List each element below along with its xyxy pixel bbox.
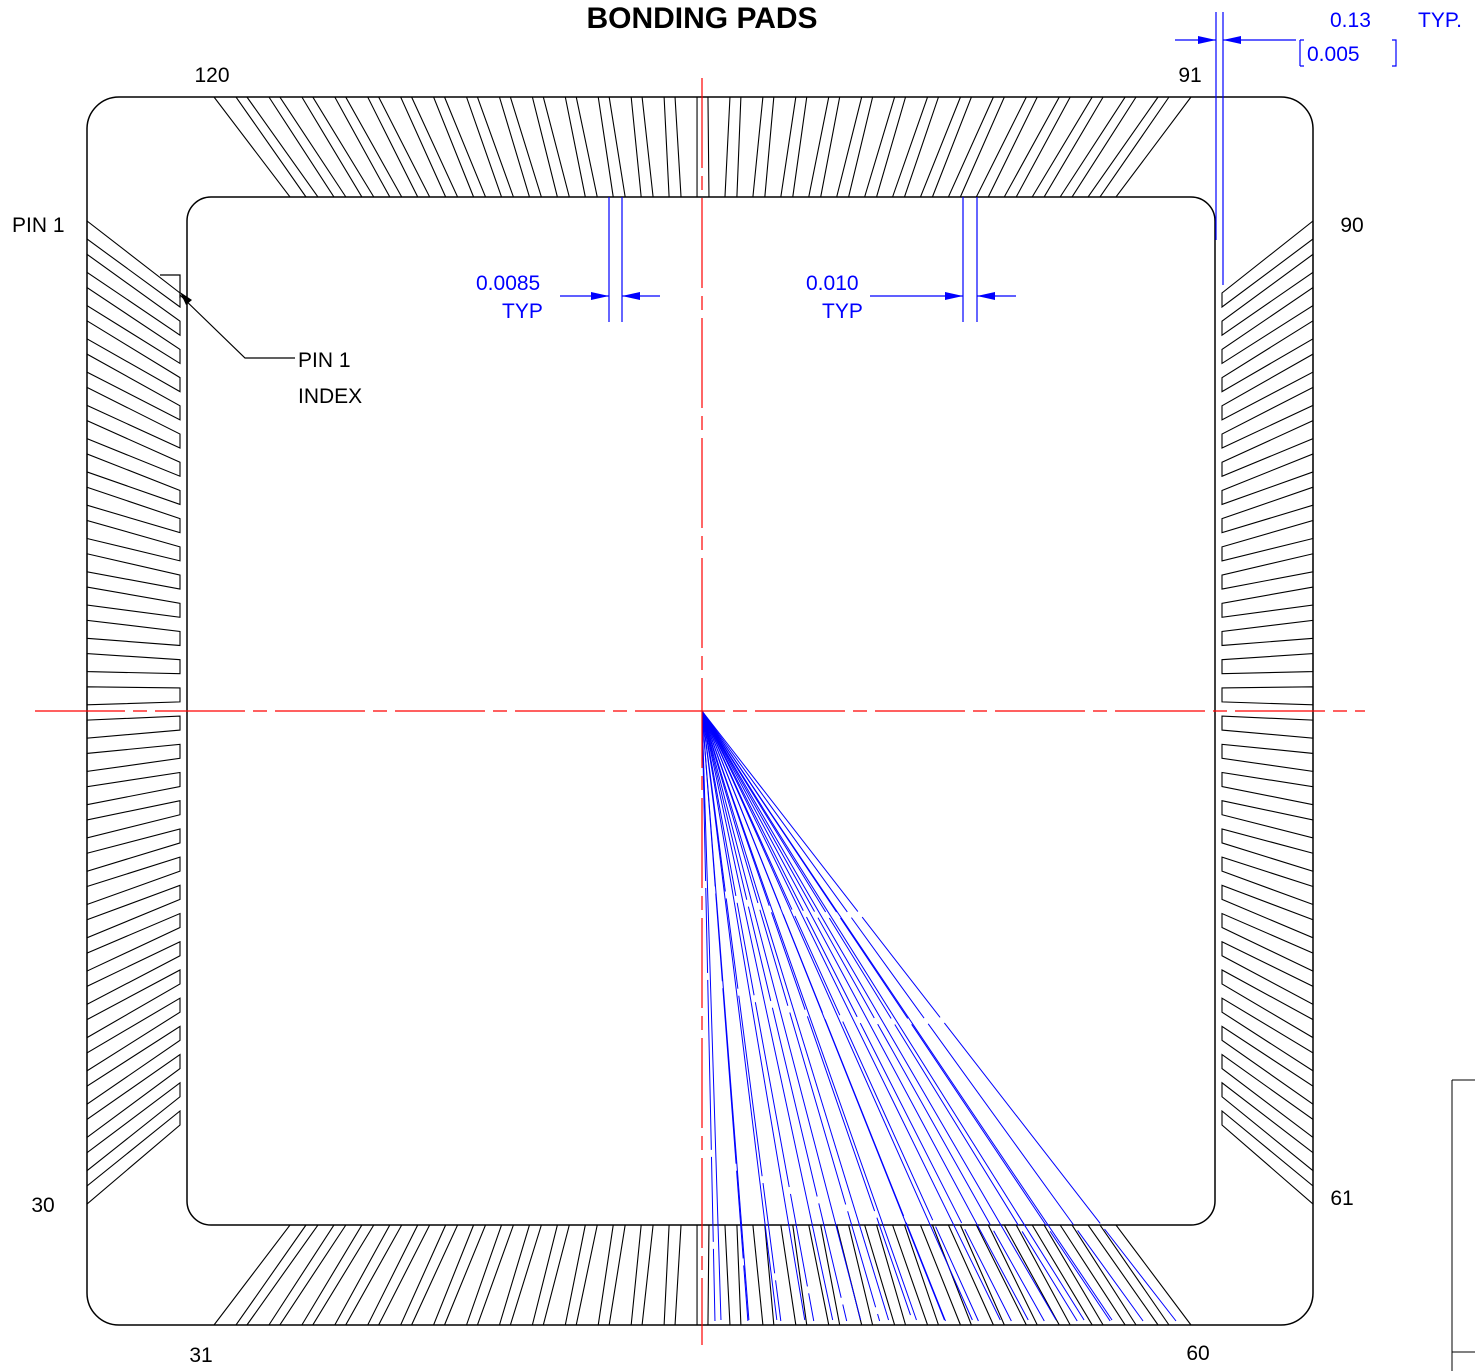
- dimension-pad-b: [870, 197, 1016, 322]
- bond-wire: [701, 710, 1078, 1322]
- dimension-lead: [1175, 12, 1397, 285]
- pad: [707, 96, 731, 198]
- bond-wire: [701, 710, 890, 1321]
- bond-wire: [701, 710, 750, 1321]
- bond-wire: [701, 710, 1029, 1321]
- pad: [736, 96, 764, 198]
- bond-wire: [701, 710, 848, 1322]
- pads: [86, 96, 1314, 1326]
- title: BONDING PADS: [586, 2, 817, 35]
- arrow: [1223, 36, 1241, 44]
- pad: [1221, 686, 1314, 706]
- pad: [86, 715, 181, 739]
- pad: [86, 586, 181, 618]
- pin-label: 31: [189, 1344, 212, 1367]
- index-notch: [160, 274, 181, 298]
- pad: [86, 743, 181, 773]
- index-arrow: [180, 292, 192, 305]
- bond-wire: [701, 710, 945, 1321]
- bond-wire: [701, 710, 782, 1322]
- dim-alt: 0.005: [1307, 43, 1360, 66]
- bond-wire: [701, 710, 1045, 1322]
- arrow: [622, 292, 640, 300]
- dim-value: 0.010: [806, 272, 859, 295]
- pad: [608, 96, 642, 198]
- pad: [764, 96, 797, 198]
- bond-wire: [701, 710, 862, 1321]
- bond-wire: [701, 710, 1113, 1321]
- bond-wire: [701, 710, 1012, 1322]
- bond-wire: [701, 710, 834, 1321]
- pad: [86, 686, 181, 706]
- bond-wire: [701, 710, 806, 1321]
- arrow: [591, 292, 609, 300]
- dim-note: TYP: [502, 300, 543, 323]
- index-label: INDEX: [298, 385, 362, 408]
- pad: [641, 96, 670, 198]
- pad: [86, 553, 181, 590]
- pad: [1221, 715, 1314, 739]
- pad: [86, 771, 181, 806]
- pad: [608, 1224, 642, 1326]
- pin-label: 91: [1178, 64, 1201, 87]
- pad: [1221, 771, 1314, 806]
- pad: [736, 1224, 764, 1326]
- pin-label: 120: [194, 64, 229, 87]
- bond-wire: [701, 710, 917, 1321]
- pad: [674, 96, 698, 198]
- index-label: PIN 1: [298, 349, 351, 372]
- bond-wire: [701, 710, 973, 1321]
- bond-wire: [701, 710, 914, 1322]
- pad: [641, 1224, 670, 1326]
- bond-wire: [701, 710, 1057, 1321]
- pin-label: 90: [1340, 214, 1363, 237]
- dim-value: 0.0085: [476, 272, 540, 295]
- dim-note: TYP.: [1418, 9, 1462, 32]
- dim-value: 0.13: [1330, 9, 1371, 32]
- pad: [674, 1224, 698, 1326]
- pad: [1221, 586, 1314, 618]
- bond-wire: [701, 710, 979, 1322]
- pad: [1221, 553, 1314, 590]
- pad: [1221, 619, 1314, 647]
- pin-label: 60: [1186, 1342, 1209, 1365]
- arrow: [1198, 36, 1216, 44]
- dimension-pad-a: [560, 197, 660, 322]
- pad: [1221, 743, 1314, 773]
- bond-wire: [701, 710, 1085, 1321]
- title-block-edge: [1451, 1079, 1475, 1371]
- bond-wire: [701, 710, 716, 1322]
- wire-fan: [701, 710, 1177, 1322]
- pin-label: 30: [31, 1194, 54, 1217]
- pad: [1221, 652, 1314, 675]
- pin-label: 61: [1330, 1187, 1353, 1210]
- bond-wire: [701, 710, 1001, 1321]
- bond-wire: [701, 710, 722, 1321]
- bond-wire: [701, 710, 778, 1321]
- pad: [86, 652, 181, 675]
- bond-wire: [701, 710, 1177, 1322]
- index-leader: [179, 294, 295, 359]
- bond-wire: [701, 710, 881, 1322]
- arrow: [977, 292, 995, 300]
- dim-note: TYP: [822, 300, 863, 323]
- pin-label: PIN 1: [12, 214, 65, 237]
- pad: [86, 619, 181, 647]
- bond-wire: [701, 710, 1144, 1322]
- bond-wire: [701, 710, 815, 1322]
- arrow: [945, 292, 963, 300]
